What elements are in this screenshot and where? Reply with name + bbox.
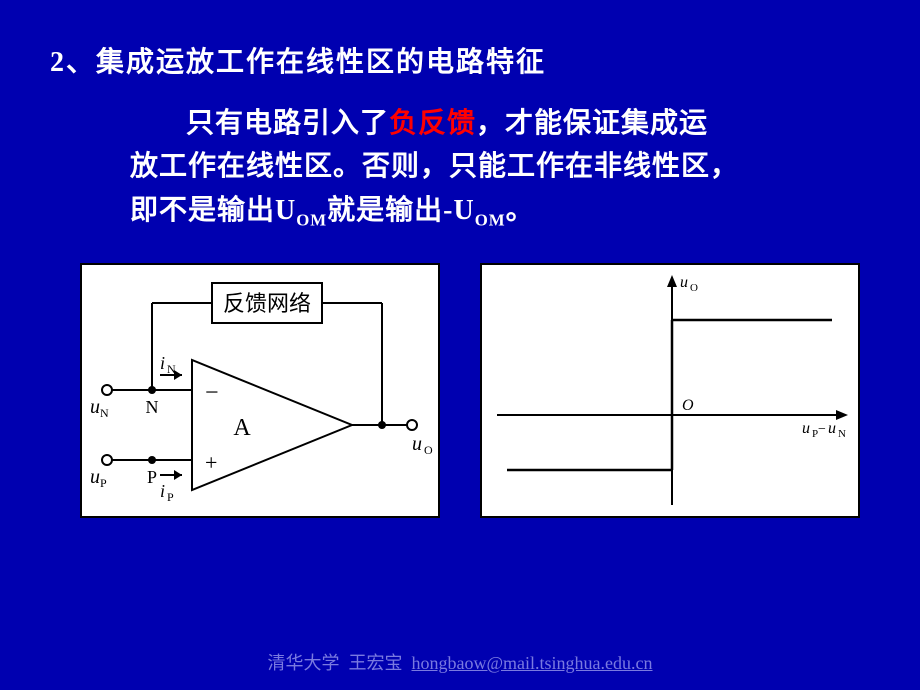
terminal-uo [407,420,417,430]
circuit-diagram: 反馈网络 A − + N P [80,263,440,518]
ip-label: i [160,481,165,501]
svg-text:u: u [828,420,836,437]
node-p [148,456,156,464]
body-line2: 放工作在线性区。否则，只能工作在非线性区， [130,151,739,182]
y-arrow [667,275,677,287]
diagram-row: 反馈网络 A − + N P [80,263,870,518]
feedback-label: 反馈网络 [223,291,311,316]
body-line3b: 就是输出-U [327,195,475,226]
in-label: i [160,353,165,373]
heading-sep: 、 [66,47,96,78]
terminal-up [102,455,112,465]
origin-label: O [682,397,694,414]
body-sub1: OM [296,210,327,229]
heading-title: 集成运放工作在线性区的电路特征 [96,47,546,78]
footer-name: 王宏宝 [348,653,402,673]
x-arrow [836,410,848,420]
plus-label: + [205,450,217,475]
terminal-un [102,385,112,395]
minus-label: − [205,380,219,406]
footer-univ: 清华大学 [267,653,339,673]
body-line1-post: ，才能保证集成运 [476,108,708,139]
heading-number: 2 [50,47,66,78]
n-label: N [146,397,159,417]
svg-text:u: u [412,433,422,455]
amp-label: A [233,415,251,441]
body-line3c: 。 [506,195,535,226]
svg-text:P: P [100,476,107,490]
svg-text:u: u [802,420,810,437]
in-sub: N [167,362,176,376]
footer: 清华大学 王宏宝 hongbaow@mail.tsinghua.edu.cn [0,649,920,675]
body-line3a: 即不是输出U [130,195,296,226]
svg-text:O: O [690,282,698,294]
svg-text:u: u [680,274,688,291]
p-label: P [147,467,157,487]
footer-email[interactable]: hongbaow@mail.tsinghua.edu.cn [411,653,652,673]
body-sub2: OM [475,210,506,229]
body-paragraph: 只有电路引入了负反馈，才能保证集成运 放工作在线性区。否则，只能工作在非线性区，… [130,102,860,233]
body-line1-pre: 只有电路引入了 [186,108,389,139]
section-heading: 2、集成运放工作在线性区的电路特征 [50,40,870,80]
svg-text:−: − [818,422,826,437]
body-highlight: 负反馈 [389,108,476,139]
slide: 2、集成运放工作在线性区的电路特征 只有电路引入了负反馈，才能保证集成运 放工作… [0,0,920,518]
transfer-graph: O u O u P − u N [480,263,860,518]
svg-text:N: N [100,406,109,420]
svg-text:O: O [424,443,433,457]
ip-sub: P [167,490,174,504]
svg-text:u: u [90,466,100,488]
svg-text:N: N [838,428,846,440]
svg-text:u: u [90,396,100,418]
